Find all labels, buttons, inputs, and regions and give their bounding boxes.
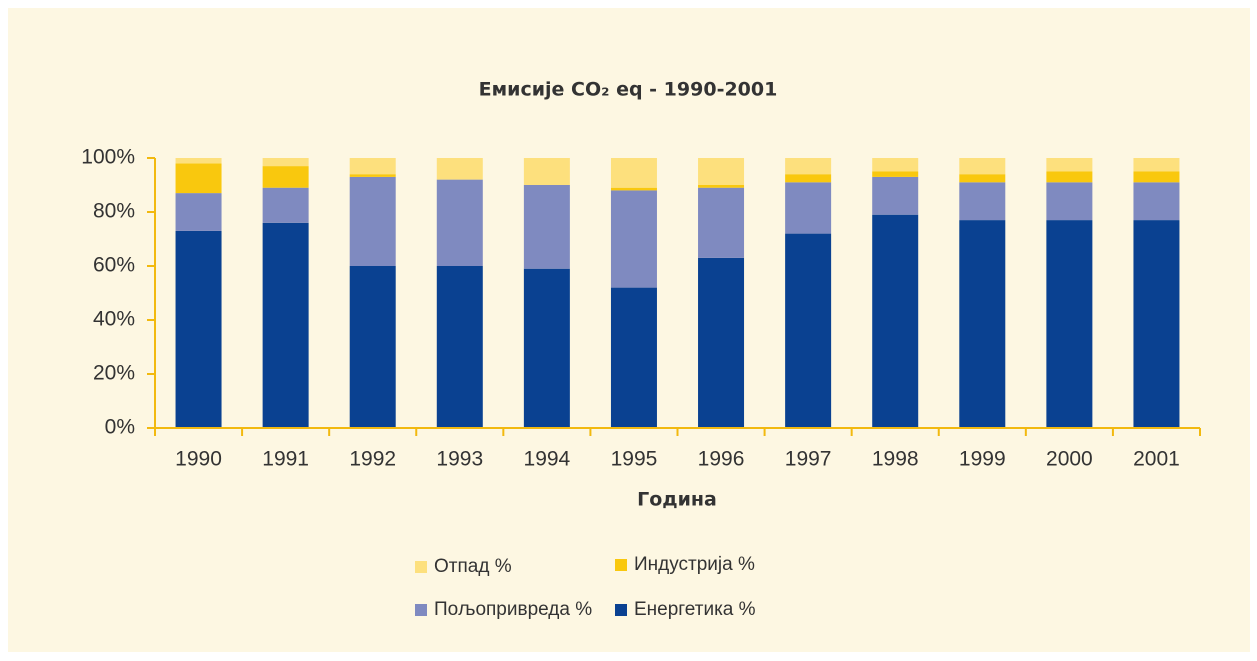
bar-segment <box>698 185 745 188</box>
bar-segment <box>785 233 832 428</box>
bar-segment <box>436 158 483 180</box>
x-tick-label: 1995 <box>611 448 658 471</box>
legend-label: Пољопривреда % <box>434 599 592 620</box>
bar-segment <box>175 193 222 231</box>
bar-segment <box>262 187 309 223</box>
bar-segment <box>610 190 657 288</box>
legend-label: Отпад % <box>434 556 512 577</box>
legend-swatch <box>415 561 427 573</box>
bar-segment <box>1046 158 1093 172</box>
y-tick-label: 80% <box>93 200 135 223</box>
y-tick-label: 60% <box>93 254 135 277</box>
bar-segment <box>785 174 832 183</box>
x-tick-label: 2001 <box>1133 448 1180 471</box>
bar-segment <box>1133 182 1180 221</box>
legend-label: Енергетика % <box>634 599 756 620</box>
bar-segment <box>349 174 396 177</box>
bar-segment <box>523 185 570 269</box>
x-tick-label: 1997 <box>785 448 832 471</box>
y-tick-label: 0% <box>105 416 135 439</box>
bar-segment <box>785 158 832 175</box>
bar-segment <box>698 257 745 428</box>
x-tick-label: 1991 <box>262 448 309 471</box>
bar-segment <box>262 222 309 428</box>
bar-segment <box>349 266 396 428</box>
legend-swatch <box>615 559 627 571</box>
chart-title: Емисије CO₂ eq - 1990-2001 <box>479 79 778 101</box>
bar-segment <box>1133 171 1180 183</box>
x-tick-label: 1990 <box>175 448 222 471</box>
bar-segment <box>1046 220 1093 428</box>
legend-swatch <box>615 604 627 616</box>
bar-segment <box>436 266 483 428</box>
bar-segment <box>523 158 570 185</box>
bar-segment <box>349 176 396 266</box>
bar-segment <box>698 187 745 258</box>
y-tick-label: 20% <box>93 362 135 385</box>
bar-segment <box>959 182 1006 221</box>
x-tick-label: 1992 <box>349 448 396 471</box>
bar-segment <box>872 214 919 428</box>
legend-label: Индустрија % <box>634 554 755 575</box>
bar-segment <box>872 158 919 172</box>
x-tick-label: 1999 <box>959 448 1006 471</box>
x-tick-label: 1994 <box>524 448 571 471</box>
bar-segment <box>785 182 832 234</box>
bar-segment <box>959 174 1006 183</box>
bar-segment <box>872 171 919 177</box>
x-tick-label: 1993 <box>436 448 483 471</box>
bar-segment <box>262 158 309 167</box>
bar-segment <box>175 163 222 194</box>
bar-segment <box>175 230 222 428</box>
bar-segment <box>523 268 570 428</box>
bar-segment <box>959 158 1006 175</box>
y-tick-label: 40% <box>93 308 135 331</box>
bar-segment <box>349 158 396 175</box>
y-tick-label: 100% <box>81 146 135 169</box>
bar-segment <box>698 158 745 185</box>
legend-swatch <box>415 604 427 616</box>
bar-segment <box>959 220 1006 428</box>
x-axis-title: Година <box>637 489 717 511</box>
bar-segment <box>610 187 657 191</box>
bar-segment <box>872 176 919 215</box>
bar-segment <box>1046 171 1093 183</box>
bar-segment <box>1133 220 1180 428</box>
x-tick-label: 1996 <box>698 448 745 471</box>
bar-segment <box>175 158 222 164</box>
x-tick-label: 1998 <box>872 448 919 471</box>
bar-segment <box>1133 158 1180 172</box>
bar-segment <box>262 166 309 188</box>
bar-segment <box>610 158 657 188</box>
bar-segment <box>436 179 483 266</box>
x-tick-label: 2000 <box>1046 448 1093 471</box>
bar-segment <box>610 287 657 428</box>
bar-segment <box>1046 182 1093 221</box>
